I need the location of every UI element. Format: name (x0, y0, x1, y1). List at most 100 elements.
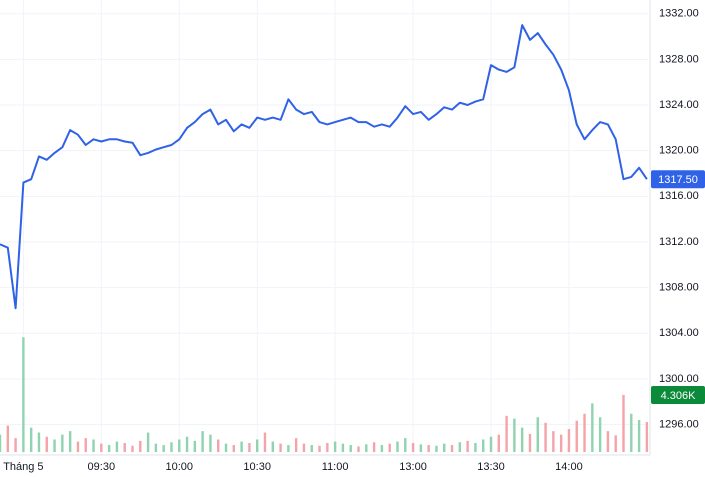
y-tick-label: 1300.00 (659, 373, 699, 385)
volume-bar (583, 413, 586, 452)
volume-bar (606, 431, 610, 452)
x-tick-label: 13:00 (399, 461, 427, 473)
x-tick-label: 09:30 (88, 461, 116, 473)
last-price-label: 1317.50 (658, 174, 698, 186)
volume-bar (100, 443, 103, 452)
volume-bar (255, 439, 259, 452)
last-volume-box (651, 386, 705, 404)
volume-bar (427, 445, 430, 452)
volume-bar (466, 440, 469, 452)
volume-bar (240, 441, 243, 452)
volume-bar (357, 446, 360, 452)
volume-bar (76, 441, 80, 452)
volume-bar (107, 445, 111, 452)
x-tick-label: 13:30 (477, 461, 505, 473)
volume-bar (68, 431, 72, 452)
volume-bar (411, 442, 415, 452)
volume-bar (279, 443, 282, 452)
x-tick-label: 14:00 (555, 461, 583, 473)
volume-bar (489, 436, 493, 452)
volume-bar (248, 442, 251, 452)
y-tick-label: 1312.00 (659, 236, 699, 248)
volume-bar (123, 442, 126, 452)
volume-bar (302, 443, 306, 452)
volume-bar (380, 445, 384, 452)
volume-bar (333, 441, 337, 452)
volume-bar (404, 438, 407, 452)
volume-bar (22, 337, 25, 452)
volume-bar (435, 445, 438, 452)
volume-bar (559, 434, 563, 452)
x-tick-label: 10:30 (243, 461, 271, 473)
last-volume-label: 4.306K (661, 390, 697, 402)
volume-bar (185, 436, 189, 452)
volume-bar (349, 445, 352, 452)
volume-bar (443, 443, 446, 452)
volume-bar (528, 433, 532, 452)
volume-bar (513, 418, 516, 452)
volume-bar (598, 417, 602, 452)
volume-bar (372, 442, 376, 452)
volume-bar (419, 444, 423, 452)
y-tick-label: 1304.00 (659, 327, 699, 339)
volume-bar (567, 429, 571, 452)
volume-bar (287, 445, 290, 452)
volume-bar (263, 432, 267, 452)
volume-bar (146, 432, 150, 452)
volume-bar (520, 427, 524, 452)
volume-bar (154, 443, 158, 452)
volume-bar (115, 441, 119, 452)
volume-bar (450, 445, 454, 452)
y-tick-label: 1296.00 (659, 419, 699, 431)
volume-bar (482, 439, 485, 452)
volume-bar (224, 443, 228, 452)
volume-bar (552, 431, 555, 452)
y-tick-label: 1328.00 (659, 53, 699, 65)
volume-bar (388, 443, 391, 452)
volume-bar (591, 403, 594, 452)
volume-bar (326, 442, 329, 452)
volume-bar (544, 422, 547, 452)
volume-bar (193, 440, 197, 452)
volume-bar (341, 443, 345, 452)
volume-bar (505, 415, 508, 452)
price-line (0, 24, 648, 310)
x-tick-label: 10:00 (165, 461, 193, 473)
volume-bar (37, 432, 41, 452)
volume-bar (84, 438, 87, 452)
volume-bar (294, 438, 298, 452)
volume-bar (139, 440, 142, 452)
y-tick-label: 1316.00 (659, 190, 699, 202)
volume-bar (271, 441, 274, 452)
volume-bar (6, 425, 9, 452)
volume-bar (614, 435, 617, 452)
volume-bar (575, 420, 578, 452)
last-price-box (651, 170, 705, 189)
volume-bar (622, 394, 625, 452)
x-tick-label: 11:00 (322, 461, 349, 473)
volume-bar (536, 417, 539, 452)
volume-bar (53, 439, 56, 452)
volume-bar (630, 413, 633, 452)
x-tick-label: Tháng 5 (3, 461, 43, 473)
volume-bar (162, 445, 165, 452)
volume-bar (497, 434, 501, 452)
volume-bar (92, 439, 95, 452)
volume-bar (310, 445, 313, 452)
volume-bar (0, 434, 2, 452)
volume-bar (637, 420, 641, 452)
volume-bar (178, 439, 181, 452)
volume-bar (396, 441, 399, 452)
y-tick-label: 1324.00 (659, 99, 699, 111)
volume-bar (14, 438, 17, 452)
volume-bar (131, 445, 134, 452)
volume-bar (232, 445, 236, 452)
volume-bar (29, 427, 33, 452)
y-tick-label: 1320.00 (659, 145, 699, 157)
volume-bar (458, 442, 462, 452)
y-tick-label: 1332.00 (659, 8, 699, 20)
volume-bar (45, 436, 48, 452)
volume-bar (170, 442, 173, 452)
